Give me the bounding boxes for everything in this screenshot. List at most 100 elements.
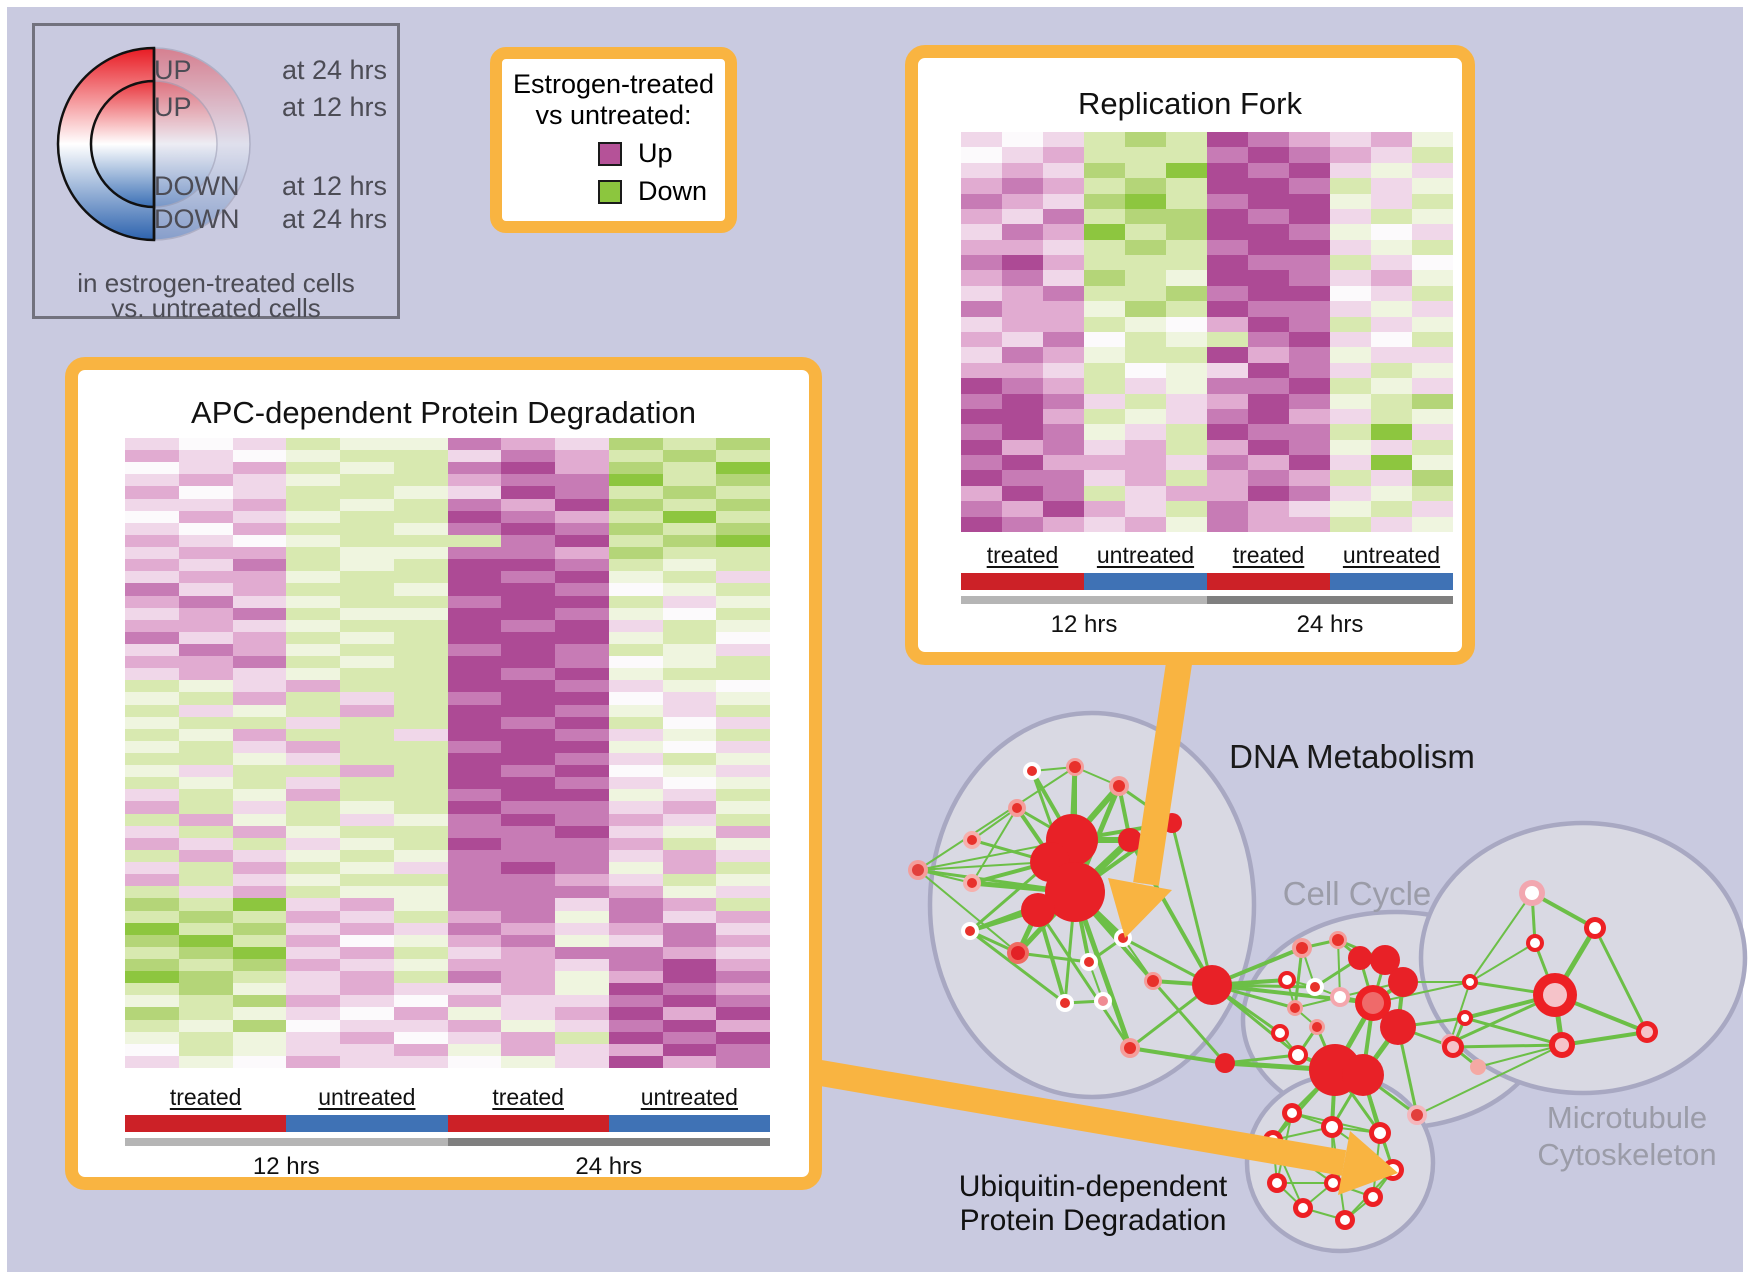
- apc-title: APC-dependent Protein Degradation: [191, 395, 696, 430]
- ring-time-12-inner: at 12 hrs: [281, 92, 387, 122]
- gene-node: [1215, 1053, 1235, 1073]
- apc-time-bars: [125, 1138, 770, 1146]
- gene-node: [1287, 1108, 1297, 1118]
- gene-node: [1348, 946, 1372, 970]
- gene-node: [1362, 992, 1384, 1014]
- network-edge: [917, 869, 1019, 954]
- replication-fork-heatmap: [961, 132, 1453, 532]
- network-edge: [1561, 1030, 1648, 1047]
- rf-label-untreated-12: untreated: [1096, 542, 1195, 568]
- gene-node: [1374, 1127, 1386, 1139]
- gene-node: [1368, 1192, 1378, 1202]
- gene-node: [1470, 1059, 1486, 1075]
- apc-label-untreated-24: untreated: [640, 1084, 738, 1110]
- gene-node: [1411, 1109, 1423, 1121]
- apc-treatment-bars: [125, 1115, 770, 1132]
- arrow-apc-to-ubiquitin-shaft: [812, 1059, 1347, 1176]
- network-edge: [1224, 1053, 1299, 1065]
- down-label: Down: [638, 176, 708, 206]
- gene-node: [1332, 934, 1344, 946]
- cluster-microtubule-cytoskeleton: [1418, 820, 1748, 1096]
- gene-node: [1388, 967, 1418, 997]
- ring-legend-diagram: [56, 46, 251, 242]
- gene-node: [912, 864, 924, 876]
- rf-time-bars: [961, 596, 1453, 604]
- rf-label-treated-24: treated: [1232, 542, 1305, 568]
- network-edge: [1129, 1046, 1226, 1065]
- network-edge: [1151, 980, 1227, 1064]
- ring-time-24-outer2: at 24 hrs: [281, 204, 387, 234]
- arrow-apc-to-ubiquitin-head: [1338, 1131, 1398, 1195]
- apc-label-treated-24: treated: [492, 1084, 564, 1110]
- gene-node: [1012, 803, 1022, 813]
- ring-label-up-outer: UP: [154, 55, 192, 85]
- gene-node: [1282, 975, 1292, 985]
- gene-node: [1113, 780, 1125, 792]
- gene-node: [1466, 978, 1474, 986]
- cluster-label: Microtubule: [1547, 1100, 1707, 1135]
- cluster-label: Cell Cycle: [1283, 875, 1432, 912]
- replication-fork-box: Replication Fork treated untreated treat…: [905, 45, 1475, 665]
- network-edge: [1464, 1016, 1563, 1047]
- ring-time-12-outer: at 12 hrs: [281, 171, 387, 201]
- ring-label-down-inner: DOWN: [154, 171, 240, 201]
- ring-footer-line1: in estrogen-treated cells: [77, 268, 355, 298]
- apc-label-12hrs: 12 hrs: [252, 1153, 320, 1180]
- up-color-swatch: [598, 141, 622, 166]
- gene-node: [1334, 991, 1346, 1003]
- gene-node: [1147, 975, 1159, 987]
- network-edge: [1477, 1044, 1563, 1068]
- down-color-swatch: [598, 179, 622, 204]
- gene-node: [1543, 983, 1567, 1007]
- gene-node: [967, 878, 977, 888]
- network-edge: [971, 807, 1018, 841]
- gene-node: [1045, 862, 1105, 922]
- network-edge: [1416, 1044, 1563, 1116]
- network-edge: [1452, 1043, 1563, 1049]
- network-edge: [1469, 892, 1533, 983]
- apc-degradation-box: APC-dependent Protein Degradation treate…: [65, 357, 822, 1190]
- gene-node: [1011, 946, 1025, 960]
- gene-node: [1118, 828, 1142, 852]
- rf-label-treated-12: treated: [986, 542, 1059, 568]
- legend-item-up: Up: [502, 138, 725, 169]
- ring-footer-line2: vs. untreated cells: [111, 293, 321, 323]
- ring-time-24-outer: at 24 hrs: [281, 55, 387, 85]
- cluster-label: Ubiquitin-dependent: [959, 1170, 1228, 1203]
- ring-legend-box: UP at 24 hrs UP at 12 hrs DOWN at 12 hrs…: [32, 23, 400, 323]
- gene-node: [1084, 957, 1094, 967]
- gene-node: [1447, 1041, 1459, 1053]
- estrogen-legend-title: Estrogen-treated vs untreated:: [502, 69, 725, 131]
- gene-node: [965, 926, 975, 936]
- ring-label-down-outer: DOWN: [154, 204, 240, 234]
- network-edge: [971, 807, 1018, 884]
- network-edge: [1593, 927, 1649, 1033]
- network-edge: [1017, 951, 1090, 964]
- estrogen-legend-box: Estrogen-treated vs untreated: Up Down: [490, 47, 737, 233]
- gene-node: [1555, 1038, 1569, 1052]
- gene-node: [1589, 922, 1601, 934]
- network-edge: [1170, 822, 1214, 986]
- gene-node: [1530, 938, 1540, 948]
- gene-node: [1298, 1203, 1308, 1213]
- gene-node: [1461, 1014, 1469, 1022]
- cluster-label: DNA Metabolism: [1229, 738, 1475, 775]
- gene-node: [1340, 1215, 1350, 1225]
- cluster-label: Protein Degradation: [960, 1204, 1227, 1237]
- arrow-replication-fork-to-dna-head: [1108, 878, 1172, 938]
- gene-node: [1192, 965, 1232, 1005]
- up-label: Up: [638, 138, 673, 168]
- estrogen-title-line2: vs untreated:: [535, 100, 692, 130]
- gene-node: [967, 835, 977, 845]
- gene-node: [1342, 1054, 1384, 1096]
- gene-node: [1380, 1009, 1416, 1045]
- gene-node: [1027, 766, 1037, 776]
- rf-label-12hrs: 12 hrs: [1050, 611, 1118, 638]
- gene-node: [1272, 1178, 1282, 1188]
- gene-node: [1328, 1178, 1338, 1188]
- replication-fork-title: Replication Fork: [1078, 86, 1302, 121]
- apc-label-24hrs: 24 hrs: [575, 1153, 643, 1180]
- network-edge: [1293, 947, 1304, 1009]
- apc-heatmap: [125, 438, 770, 1068]
